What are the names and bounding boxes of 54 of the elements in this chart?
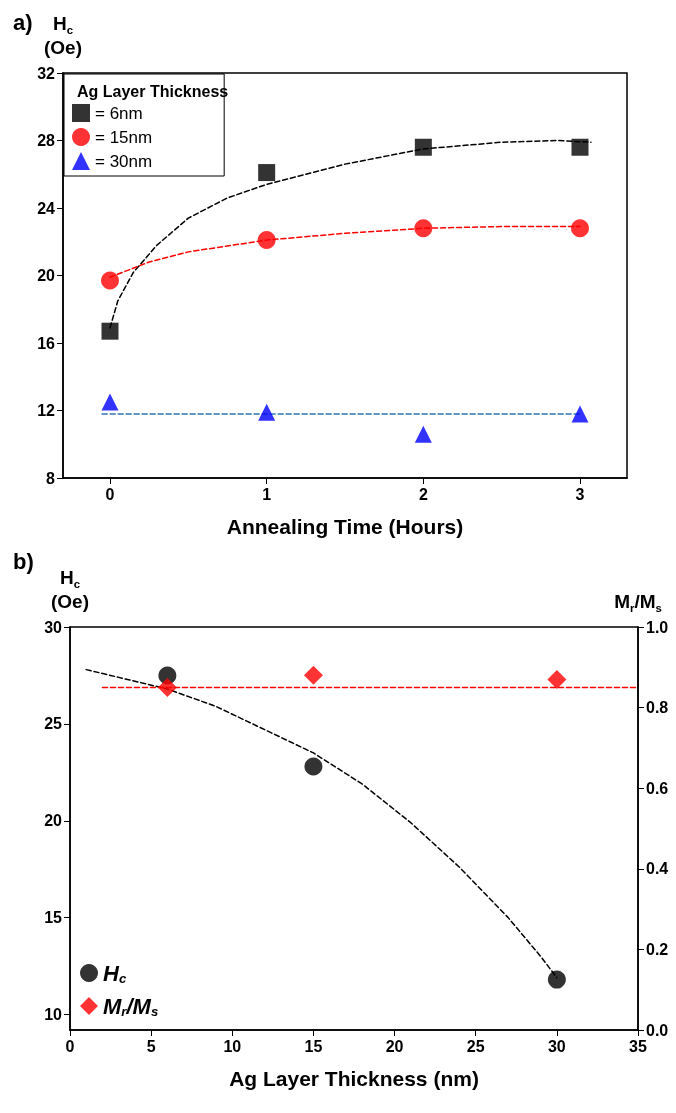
- y-tick-label: 24: [37, 199, 56, 217]
- y-tick-label: 10: [44, 1006, 63, 1023]
- legend-label: = 30nm: [95, 151, 153, 171]
- x-tick-label: 10: [223, 1037, 242, 1055]
- point: [258, 164, 276, 182]
- x-axis-title: Annealing Time (Hours): [226, 515, 464, 538]
- x-tick-label: 2: [418, 485, 428, 503]
- x-tick-label: 0: [65, 1037, 75, 1055]
- x-tick-label: 35: [629, 1037, 647, 1055]
- chart-title: a): [13, 9, 33, 35]
- point: [101, 393, 119, 411]
- x-tick-label: 1: [262, 485, 272, 503]
- point: [414, 425, 432, 443]
- point: [547, 970, 566, 989]
- point: [303, 665, 323, 685]
- y-tick-label: 28: [37, 132, 56, 149]
- y-tick-label: 16: [37, 334, 56, 352]
- y-tick-label: 25: [44, 715, 63, 733]
- legend-label: = 6nm: [95, 103, 143, 123]
- x-axis-title: Ag Layer Thickness (nm): [229, 1067, 479, 1090]
- y-tick-label: 32: [37, 64, 56, 82]
- point: [571, 138, 589, 156]
- y2-tick-label: 0.0: [646, 1021, 669, 1039]
- point: [101, 322, 119, 340]
- point: [257, 231, 276, 250]
- y-tick-label: 20: [37, 267, 56, 284]
- y-tick-label: 8: [46, 469, 56, 487]
- point: [571, 219, 589, 238]
- point: [101, 271, 119, 290]
- y-tick-label: 15: [44, 909, 63, 927]
- chart-title: b): [13, 548, 34, 574]
- y2-tick-label: 0.8: [646, 699, 669, 717]
- point: [414, 138, 432, 156]
- point: [157, 677, 177, 697]
- y-tick-label: 20: [44, 812, 63, 830]
- y-tick-label: 12: [37, 402, 56, 419]
- point: [571, 405, 589, 423]
- y2-tick-label: 0.4: [646, 860, 669, 878]
- legend-label: = 15nm: [95, 127, 153, 147]
- point: [304, 757, 323, 776]
- x-tick-label: 15: [304, 1037, 323, 1055]
- x-tick-label: 3: [575, 485, 585, 503]
- point: [258, 403, 276, 421]
- y2-tick-label: 0.2: [646, 940, 669, 958]
- y2-tick-label: 1.0: [646, 618, 669, 636]
- x-tick-label: 25: [466, 1037, 485, 1055]
- x-tick-label: 0: [105, 485, 115, 503]
- point: [414, 219, 433, 238]
- x-tick-label: 20: [385, 1037, 404, 1055]
- x-tick-label: 5: [146, 1037, 156, 1055]
- x-tick-label: 30: [547, 1037, 566, 1055]
- y-tick-label: 30: [44, 618, 63, 636]
- point: [547, 669, 567, 689]
- y2-tick-label: 0.6: [646, 779, 669, 797]
